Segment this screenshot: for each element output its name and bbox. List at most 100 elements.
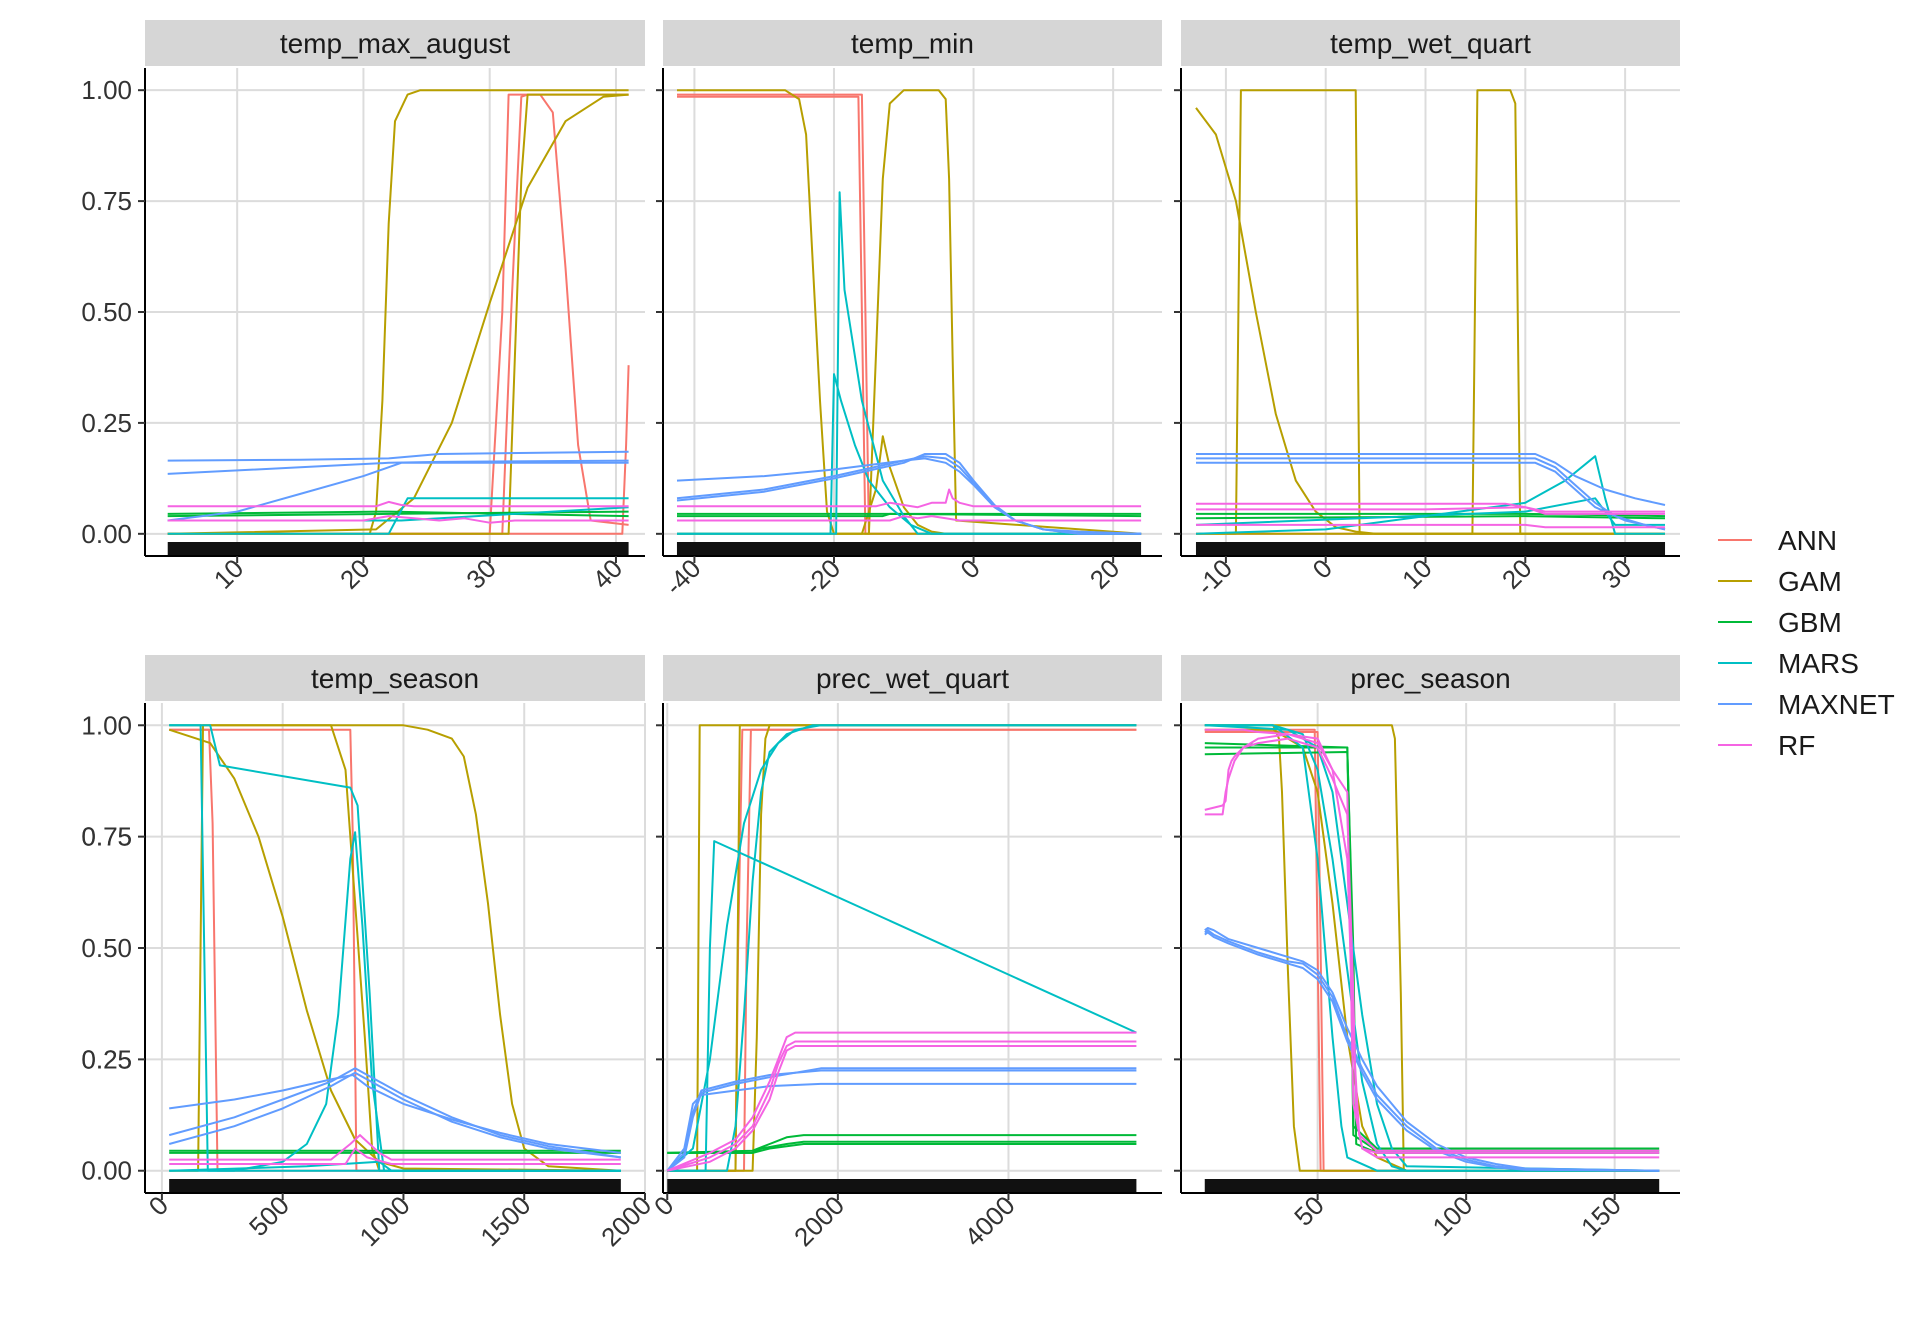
y-tick-label: 0.00 <box>81 1156 132 1186</box>
rug-band <box>676 542 1142 556</box>
series-line-rf <box>169 1147 621 1165</box>
x-tick-label: 0 <box>954 553 985 584</box>
panel-title: temp_max_august <box>280 28 511 59</box>
series-line-rf <box>1204 733 1660 1154</box>
series-line-gam <box>677 89 1142 535</box>
rug-band <box>169 1179 621 1193</box>
series-line-gbm <box>1204 742 1660 1152</box>
series-line-mars <box>677 373 1142 535</box>
series-line-gam <box>168 728 621 1172</box>
x-tick-label: -20 <box>798 553 846 601</box>
legend: ANN GAM GBM MARS MAXNET RF <box>1718 525 1895 761</box>
series-line-maxnet <box>1196 453 1666 506</box>
x-tick-label: -40 <box>659 553 707 601</box>
x-tick-label: 150 <box>1575 1190 1627 1242</box>
series-line-maxnet <box>1204 927 1660 1172</box>
y-tick-label: 0.25 <box>81 1044 132 1074</box>
panel-prec-wet-quart: prec_wet_quart 0 2000 4000 <box>648 655 1162 1252</box>
panel-strip <box>663 20 1162 66</box>
y-tick-label: 0.75 <box>81 822 132 852</box>
legend-label-mars: MARS <box>1778 648 1859 679</box>
series-line-mars <box>667 724 1137 1172</box>
x-tick-label: 20 <box>1084 553 1126 595</box>
series-line-maxnet <box>676 453 1142 535</box>
panel-title: temp_wet_quart <box>1330 28 1531 59</box>
series-line-rf <box>677 488 1142 509</box>
x-tick-label: 40 <box>587 553 629 595</box>
panel-strip <box>145 20 645 66</box>
series-line-gam <box>667 724 1137 1172</box>
series-line-ann <box>1204 728 1660 1172</box>
series-line-rf <box>667 1045 1137 1172</box>
y-tick-label: 1.00 <box>81 710 132 740</box>
series-line-ann <box>677 95 1142 535</box>
series-line-rf <box>1196 523 1665 529</box>
x-tick-label: 20 <box>334 553 376 595</box>
series-line-mars <box>169 831 621 1172</box>
panel-temp-max-august: temp_max_august 0.00 0.25 0.50 0.75 1.00 10 20 3… <box>81 20 645 595</box>
series-line-ann <box>169 728 621 1172</box>
series-line-rf <box>666 1031 1137 1172</box>
y-tick-label: 0.75 <box>81 186 132 216</box>
y-tick-label: 0.25 <box>81 1044 132 1074</box>
series-line-maxnet <box>167 450 629 462</box>
series-line-maxnet <box>168 1071 621 1159</box>
y-tick-label: 0.50 <box>81 297 132 327</box>
x-tick-label: 0 <box>1307 553 1338 584</box>
x-tick-label: 2000 <box>788 1190 850 1252</box>
series-line-maxnet <box>1196 461 1666 531</box>
series-line-maxnet <box>666 1082 1137 1172</box>
legend-label-maxnet: MAXNET <box>1778 689 1895 720</box>
series-line-rf <box>169 1134 621 1161</box>
series-line-gam <box>167 93 629 535</box>
panel-title: prec_wet_quart <box>816 663 1009 694</box>
panel-title: temp_min <box>851 28 974 59</box>
series-line-gbm <box>667 1143 1137 1154</box>
x-tick-label: 10 <box>208 553 250 595</box>
y-tick-label: 0.00 <box>81 519 132 549</box>
series-line-gbm <box>167 510 629 518</box>
panel-strip <box>1181 20 1680 66</box>
series-line-gbm <box>677 512 1142 518</box>
legend-label-rf: RF <box>1778 730 1815 761</box>
rug-band <box>1204 1179 1660 1193</box>
series-line-mars <box>1204 724 1660 1172</box>
series-line-gam <box>167 89 629 535</box>
series-line-ann <box>169 728 621 1172</box>
series-line-maxnet <box>666 1067 1137 1172</box>
series-line-gbm <box>667 1134 1137 1154</box>
series-line-rf <box>1196 506 1665 515</box>
series-line-gbm <box>1196 512 1666 518</box>
x-tick-label: 50 <box>1288 1190 1330 1232</box>
series-line-mars <box>1204 724 1660 1172</box>
x-tick-label: 1000 <box>354 1190 416 1252</box>
x-tick-label: 100 <box>1426 1190 1478 1242</box>
x-tick-label: 0 <box>648 1190 679 1221</box>
series-line-gam <box>1195 107 1665 535</box>
rug-band <box>1195 542 1666 556</box>
panel-strip <box>145 655 645 701</box>
series-line-gam <box>1196 89 1665 535</box>
series-line-gam <box>1204 728 1660 1172</box>
legend-label-ann: ANN <box>1778 525 1837 556</box>
series-line-mars <box>169 724 621 1172</box>
x-tick-label: 1500 <box>474 1190 536 1252</box>
series-line-ann <box>677 93 1142 535</box>
series-line-mars <box>1195 497 1665 526</box>
y-tick-label: 0.75 <box>81 822 132 852</box>
y-tick-label: 0.25 <box>81 408 132 438</box>
legend-label-gam: GAM <box>1778 566 1842 597</box>
series-line-ann <box>1204 731 1660 1172</box>
series-line-rf <box>167 515 629 524</box>
legend-label-gbm: GBM <box>1778 607 1842 638</box>
panel-title: temp_season <box>311 663 479 694</box>
series-line-gam <box>167 93 629 535</box>
series-line-rf <box>1204 728 1660 1152</box>
series-line-gam <box>677 89 1142 535</box>
series-line-maxnet <box>1204 929 1660 1172</box>
x-tick-label: 4000 <box>959 1190 1021 1252</box>
panel-prec-season: prec_season 50 100 150 <box>1174 655 1680 1242</box>
x-tick-label: 0 <box>143 1190 174 1221</box>
y-tick-label: 0.50 <box>81 933 132 963</box>
